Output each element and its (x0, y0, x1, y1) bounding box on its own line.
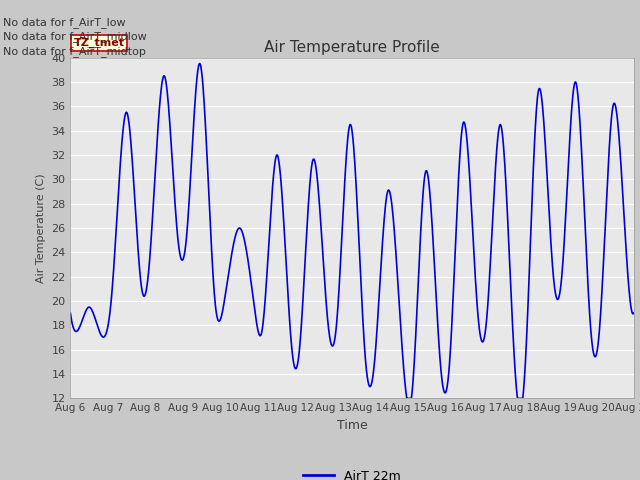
Legend: AirT 22m: AirT 22m (298, 465, 406, 480)
Text: No data for f_AirT_low: No data for f_AirT_low (3, 17, 126, 28)
Text: TZ_tmet: TZ_tmet (74, 37, 124, 48)
Title: Air Temperature Profile: Air Temperature Profile (264, 40, 440, 55)
X-axis label: Time: Time (337, 419, 367, 432)
Text: No data for f_AirT_midtop: No data for f_AirT_midtop (3, 46, 146, 57)
Y-axis label: Air Temperature (C): Air Temperature (C) (36, 173, 45, 283)
Text: No data for f_AirT_midlow: No data for f_AirT_midlow (3, 31, 147, 42)
